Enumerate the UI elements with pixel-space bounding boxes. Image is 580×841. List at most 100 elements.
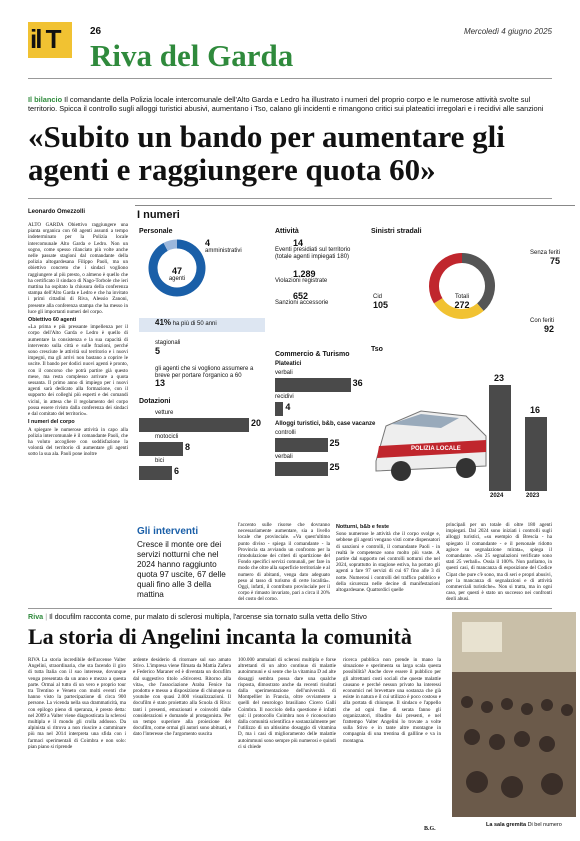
donut-segment — [429, 253, 463, 304]
violations-value: 1.289 — [293, 269, 316, 279]
caption-text: Di bel numero — [527, 822, 562, 828]
paragraph: «La prima e più pressante impellenza per… — [28, 324, 128, 418]
equipment: vetture 20 motocicli 8 bici 6 — [139, 410, 269, 480]
subhead: Notturni, b&b e feste — [336, 524, 390, 530]
hires-value: 13 — [155, 378, 166, 388]
wheel — [456, 458, 476, 478]
bar-value: 4 — [285, 402, 291, 412]
car-window — [391, 414, 459, 428]
no-injury-label: Senza feriti — [530, 250, 561, 256]
bar-label: verbali — [275, 370, 293, 376]
article-column: ricerca pubblica non prende in mano la s… — [343, 657, 441, 744]
cid-label: Cid — [373, 294, 383, 300]
agents-label: agenti — [168, 276, 186, 282]
infographic: I numeri Personale 47 agenti 4 amministr… — [135, 205, 575, 518]
second-summary-text: Il docufilm racconta come, pur malato di… — [49, 612, 367, 621]
lead-kicker: Il bilancio — [28, 95, 63, 104]
article-column: principali per un totale di oltre 180 ag… — [446, 522, 552, 600]
total: Totali 272 — [451, 294, 473, 310]
sanctions-label: Sanzioni accessorie — [275, 300, 329, 306]
bar — [275, 378, 351, 392]
bar — [275, 402, 284, 416]
car-text: POLIZIA LOCALE — [411, 446, 461, 452]
bar-value: 36 — [352, 378, 363, 388]
injury: Con feriti 92 — [530, 318, 554, 334]
article-column: ardente desiderio di ritornare sul suo a… — [133, 657, 231, 738]
rule — [28, 78, 552, 79]
donut-segment — [148, 239, 206, 297]
panel-title: Sinistri stradali — [371, 228, 422, 235]
subpanel-title: Plateatici — [275, 361, 302, 367]
caption: La sala gremita Di bel numero — [486, 822, 562, 828]
signature: B.G. — [424, 826, 436, 832]
admins-label: amministrativi — [205, 248, 242, 254]
rule — [28, 198, 552, 199]
donut-segment — [461, 253, 495, 311]
admins: 4 amministrativi — [205, 238, 242, 254]
total-value: 272 — [454, 300, 470, 310]
column-text: Sono numerose le attività che il corpo s… — [336, 531, 440, 594]
donut-segment — [433, 297, 484, 319]
headline: «Subito un bando per aumentare gli agent… — [28, 119, 505, 187]
tso-year: 2023 — [526, 493, 540, 499]
hires: gli agenti che si vogliono assumere a br… — [139, 366, 265, 388]
events-label: Eventi presidiati sul territorio (totale… — [275, 247, 351, 260]
subhead: Obiettivo 60 agenti — [28, 317, 77, 324]
bar — [275, 438, 328, 452]
seasonal-value: 5 — [155, 346, 161, 356]
caption-title: La sala gremita — [486, 822, 527, 828]
bar-label: verbali — [275, 454, 293, 460]
bar-value: 20 — [251, 418, 262, 428]
cid: Cid 105 — [373, 294, 388, 310]
panel-title: Dotazioni — [139, 398, 171, 405]
article-column: ALTO GARDA Obiettivo raggiungere una pia… — [28, 222, 128, 587]
logo-text: il T — [30, 24, 62, 54]
bar-value: 6 — [174, 466, 180, 476]
bar-label: vetture — [155, 410, 174, 416]
sidebar-title: Gli interventi — [137, 526, 199, 537]
activity: 14 Eventi presidiati sul territorio (tot… — [275, 239, 365, 307]
donut-segment — [163, 239, 178, 251]
panel-title: Commercio & Turismo — [275, 351, 350, 358]
sanctions-value: 652 — [293, 291, 309, 301]
agents: 47 agenti — [165, 266, 189, 282]
agents-value: 47 — [171, 266, 182, 276]
tso-chart: 23 2024 16 2023 — [485, 351, 565, 511]
second-headline: La storia di Angelini incanta la comunit… — [28, 624, 412, 649]
seasonal-label: stagionali — [155, 340, 181, 346]
second-kicker: Riva — [28, 612, 44, 621]
bar — [139, 466, 172, 480]
bar — [275, 462, 328, 476]
tso-bar — [489, 385, 511, 491]
hires-label: gli agenti che si vogliono assumere a br… — [155, 366, 254, 379]
subhead: I numeri del corpo — [28, 419, 75, 426]
injury-value: 92 — [544, 324, 555, 334]
no-injury: Senza feriti 75 — [530, 250, 560, 266]
alloggi: controlli 25 verbali 25 — [275, 430, 365, 485]
bar — [139, 442, 183, 456]
no-injury-value: 75 — [550, 256, 561, 266]
subpanel-title: Alloggi turistici, b&b, case vacanze — [275, 421, 376, 427]
byline: Leonardo Omezzolli — [28, 209, 86, 215]
over50-label: ha più di 50 anni — [172, 321, 217, 327]
panel-title: Personale — [139, 228, 173, 235]
section-title: Riva del Garda — [90, 38, 294, 73]
lead: Il bilancio Il comandante della Polizia … — [28, 95, 552, 113]
tso-year: 2024 — [490, 493, 504, 499]
article-column: Notturni, b&b e feste Sono numerose le a… — [336, 522, 440, 600]
page-number: 26 — [90, 26, 102, 37]
bar — [139, 418, 249, 432]
date: Mercoledì 4 giugno 2025 — [463, 27, 552, 36]
panel-title: Attività — [275, 228, 299, 235]
infographic-title: I numeri — [137, 209, 180, 221]
rule — [28, 608, 552, 609]
staff-donut — [148, 239, 206, 297]
tso-value: 23 — [494, 373, 505, 384]
article-column: RIVA La storia incredibile dell'arcense … — [28, 657, 126, 750]
cid-value: 105 — [373, 300, 389, 310]
bar-value: 25 — [329, 462, 340, 472]
accidents-donut — [429, 253, 495, 319]
bar-label: bici — [155, 458, 165, 464]
photo-audience — [461, 696, 573, 798]
